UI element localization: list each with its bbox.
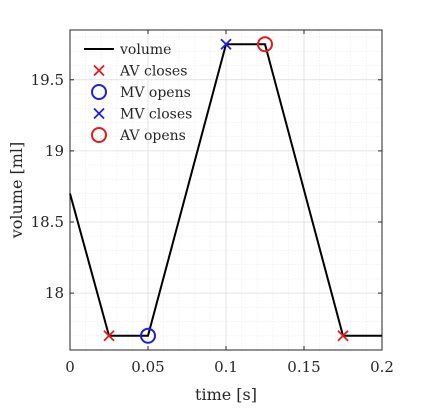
marker-av-opens xyxy=(257,36,273,53)
y-tick-label: 19.5 xyxy=(31,71,64,89)
axis-ticks xyxy=(69,30,383,350)
x-tick-label: 0.15 xyxy=(287,358,320,376)
legend-swatch-av-closes xyxy=(93,64,105,77)
marker-av-closes xyxy=(103,330,115,342)
y-axis-title: volume [ml] xyxy=(7,142,26,240)
legend-swatch-mv-closes xyxy=(93,107,105,120)
y-tick-label: 19 xyxy=(45,142,64,160)
x-tick-label: 0.05 xyxy=(131,358,164,376)
y-tick-labels: 18 18.5 19 19.5 xyxy=(31,71,64,302)
marker-av-closes xyxy=(337,330,349,342)
legend-label-av-opens: AV opens xyxy=(119,128,186,144)
marker-mv-opens xyxy=(140,327,156,344)
x-tick-label: 0 xyxy=(65,358,75,376)
event-markers xyxy=(103,36,349,344)
legend-label-mv-closes: MV closes xyxy=(120,107,192,123)
legend: volume AV closes MV opens MV closes AV opens xyxy=(84,42,192,144)
marker-mv-closes xyxy=(220,38,232,50)
legend-swatch-av-opens xyxy=(91,127,107,143)
y-tick-label: 18.5 xyxy=(31,213,64,231)
y-tick-label: 18 xyxy=(45,284,64,302)
x-tick-label: 0.1 xyxy=(214,358,238,376)
x-tick-label: 0.2 xyxy=(370,358,394,376)
legend-label-mv-opens: MV opens xyxy=(120,85,191,101)
x-axis-title: time [s] xyxy=(195,385,257,404)
legend-label-av-closes: AV closes xyxy=(119,64,187,80)
legend-swatch-mv-opens xyxy=(91,84,107,100)
legend-label-volume: volume xyxy=(119,42,171,58)
x-tick-labels: 0 0.05 0.1 0.15 0.2 xyxy=(65,358,394,376)
